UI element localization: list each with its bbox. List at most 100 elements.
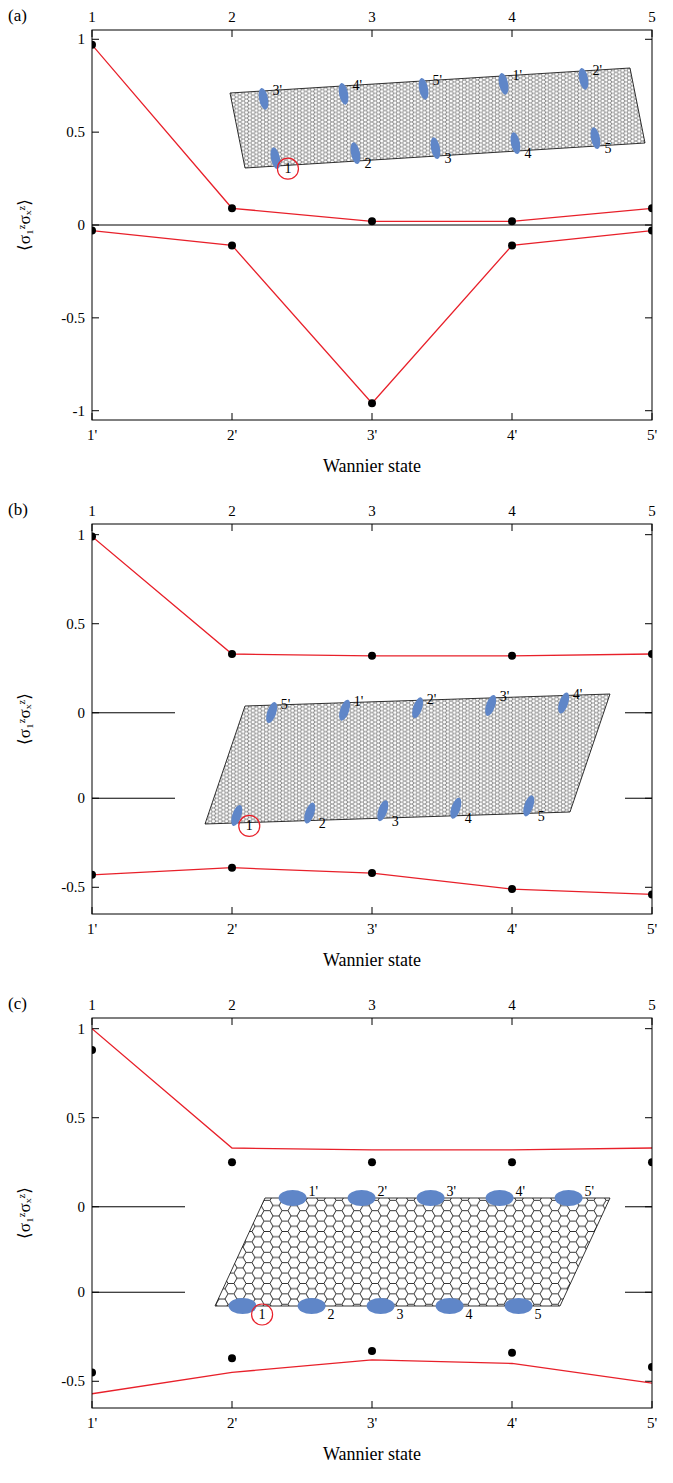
site-label: 3	[444, 151, 451, 166]
y-tick-label: 0.5	[66, 124, 85, 140]
site-label: 5	[535, 1307, 542, 1322]
x2-tick-label: 5	[648, 9, 656, 25]
data-point	[508, 885, 516, 893]
data-point	[368, 217, 376, 225]
data-point	[648, 204, 652, 212]
site-label: 5'	[281, 697, 291, 712]
data-point	[368, 869, 376, 877]
site-label: 4'	[516, 1184, 526, 1199]
site-label: 1	[246, 818, 253, 833]
series-line	[92, 45, 652, 221]
y-tick	[645, 1206, 652, 1207]
site-label: 1	[284, 161, 291, 176]
x-axis-title: Wannier state	[323, 1444, 421, 1464]
x2-tick-label: 3	[368, 997, 376, 1013]
data-point	[648, 650, 652, 658]
x-tick-label: 2'	[227, 1415, 238, 1431]
x-tick-label: 3'	[367, 1415, 378, 1431]
wannier-blob	[483, 694, 499, 718]
site-label: 1'	[513, 68, 523, 83]
y-tick-label: 0.5	[66, 616, 85, 632]
site-label: 4'	[353, 78, 363, 93]
highlight-circle	[239, 815, 260, 836]
x2-tick	[512, 524, 513, 531]
x2-tick	[232, 30, 233, 37]
wannier-blob	[589, 126, 602, 149]
panel-letter: (c)	[8, 994, 27, 1013]
wannier-blob	[509, 131, 522, 154]
x2-tick	[372, 30, 373, 37]
highlight-circle	[277, 158, 298, 179]
y-tick	[92, 225, 99, 226]
y-tick	[645, 410, 652, 411]
y-tick	[92, 887, 99, 888]
data-point	[92, 1368, 96, 1376]
y-tick-label: 1	[78, 31, 86, 47]
y-tick	[645, 225, 652, 226]
x2-tick-label: 2	[228, 9, 236, 25]
x-tick	[372, 413, 373, 420]
wannier-blob	[349, 141, 362, 164]
x-tick	[372, 1401, 373, 1408]
inset: 5'1'2'3'4'12345	[175, 672, 625, 846]
wannier-blob	[337, 82, 350, 105]
data-point	[92, 871, 96, 879]
x-tick-label: 1'	[87, 1415, 98, 1431]
highlight-circle	[252, 1304, 273, 1325]
x-axis-title: Wannier state	[323, 950, 421, 970]
x2-tick-label: 3	[368, 9, 376, 25]
data-point	[508, 652, 516, 660]
inset-backdrop	[175, 672, 625, 846]
series	[92, 1029, 652, 1150]
site-label: 5	[538, 809, 545, 824]
x-tick	[232, 907, 233, 914]
wannier-blob	[348, 1190, 376, 1206]
data-point	[508, 1349, 516, 1357]
x-tick-label: 3'	[367, 921, 378, 937]
x-tick-label: 5'	[647, 1415, 658, 1431]
y-tick	[645, 887, 652, 888]
data-point	[368, 652, 376, 660]
site-label: 3'	[273, 83, 283, 98]
data-point	[368, 1347, 376, 1355]
site-label: 4'	[573, 687, 583, 702]
x-tick-label: 2'	[227, 427, 238, 443]
x2-tick-label: 1	[88, 997, 96, 1013]
y-tick	[645, 712, 652, 713]
series	[92, 1046, 652, 1166]
data-point	[648, 1363, 652, 1371]
y-tick	[645, 534, 652, 535]
y-tick	[645, 317, 652, 318]
y-tick	[92, 410, 99, 411]
data-point	[648, 1158, 652, 1166]
site-label: 2'	[427, 692, 437, 707]
plot-frame	[92, 1018, 652, 1408]
x-tick-label: 4'	[507, 1415, 518, 1431]
x-tick-label: 3'	[367, 427, 378, 443]
y-tick	[645, 798, 652, 799]
series-line	[92, 231, 652, 404]
y-tick	[92, 623, 99, 624]
series	[92, 532, 652, 659]
series-line	[92, 536, 652, 655]
data-point	[368, 399, 376, 407]
data-point	[228, 204, 236, 212]
inset: 1'2'3'4'5'12345	[185, 1176, 625, 1328]
series	[92, 536, 652, 655]
series	[92, 227, 652, 408]
x2-tick-label: 5	[648, 997, 656, 1013]
y-tick	[92, 1292, 99, 1293]
site-label: 4	[466, 1307, 473, 1322]
y-tick	[92, 1381, 99, 1382]
y-tick	[645, 1117, 652, 1118]
x-tick-label: 1'	[87, 921, 98, 937]
data-point	[92, 532, 96, 540]
inset: 3'4'5'1'2'12345	[200, 46, 660, 190]
site-label: 5'	[585, 1184, 595, 1199]
y-tick-label: 0	[78, 217, 86, 233]
x2-tick	[232, 1018, 233, 1025]
y-tick-label: 0	[78, 705, 86, 721]
data-point	[92, 41, 96, 49]
x-tick-label: 4'	[507, 921, 518, 937]
x2-tick-label: 4	[508, 503, 516, 519]
